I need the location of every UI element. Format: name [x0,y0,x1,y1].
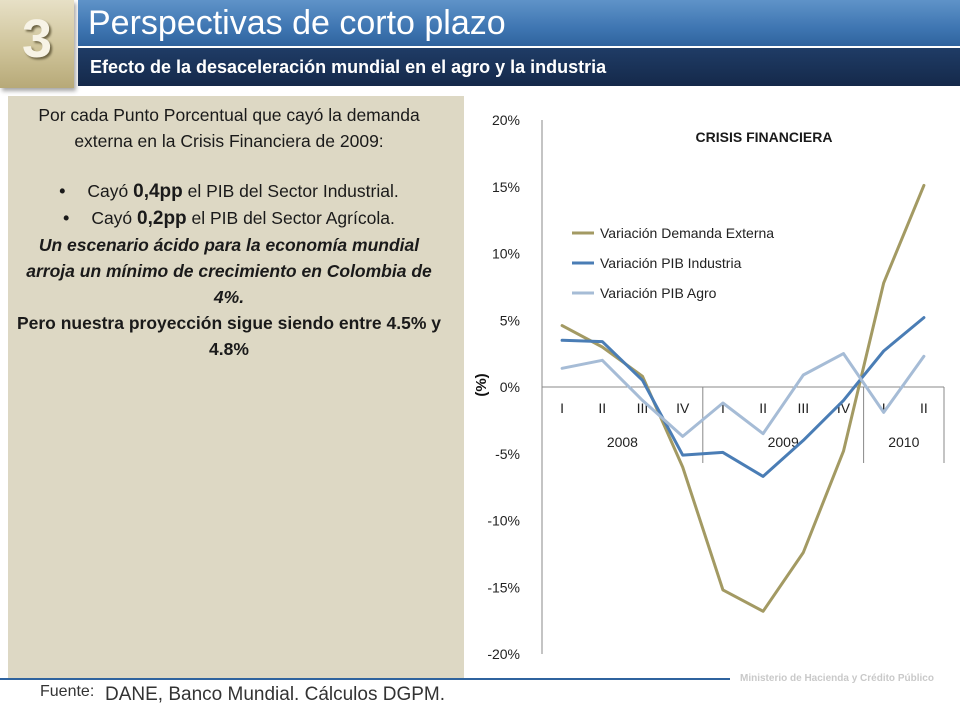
x-category-label: III [797,400,809,416]
source-label: Fuente: [40,683,95,700]
bullet-dot: • [63,208,70,228]
x-category-label: I [721,400,725,416]
text-panel [8,96,464,678]
y-tick-label: -15% [487,579,520,595]
page-subtitle: Efecto de la desaceleración mundial en e… [90,57,607,77]
bullet-value: 0,2pp [137,208,187,229]
x-group-label: 2010 [888,434,919,450]
x-group-label: 2008 [607,434,638,450]
ministry-watermark: Ministerio de Hacienda y Crédito Público [740,673,934,684]
page-title: Perspectivas de corto plazo [88,4,506,42]
source-text: DANE, Banco Mundial. Cálculos DGPM. [105,684,446,705]
subtitle-bar: Efecto de la desaceleración mundial en e… [78,48,960,86]
x-category-label: II [920,400,928,416]
bullet-prefix: Cayó [91,208,138,228]
y-tick-label: -20% [487,646,520,662]
x-category-label: II [759,400,767,416]
bullet-dot: • [59,181,66,201]
bullet-industria: • Cayó 0,4pp el PIB del Sector Industrial… [14,178,444,205]
y-tick-label: -10% [487,513,520,529]
bullet-value: 0,4pp [133,181,183,202]
bullet-suffix: el PIB del Sector Agrícola. [186,208,395,228]
legend-label: Variación PIB Industria [600,255,742,271]
x-category-label: IV [837,400,851,416]
legend-label: Variación Demanda Externa [600,225,774,241]
y-tick-label: 0% [500,379,520,395]
footer-divider [0,678,730,680]
panel-text: Por cada Punto Porcentual que cayó la de… [14,102,444,362]
bullet-agro: • Cayó 0,2pp el PIB del Sector Agrícola. [14,205,444,232]
x-category-label: I [882,400,886,416]
intro-text: Por cada Punto Porcentual que cayó la de… [38,105,420,151]
y-tick-label: 15% [492,179,520,195]
section-number-box: 3 [0,0,74,88]
bullet-prefix: Cayó [87,181,134,201]
series-line [560,183,926,613]
x-category-label: IV [676,400,690,416]
x-category-label: III [637,400,649,416]
y-tick-label: 5% [500,312,520,328]
x-category-label: II [598,400,606,416]
legend-label: Variación PIB Agro [600,285,717,301]
line-chart: -20%-15%-10%-5%0%5%10%15%20%I II III IV I II I… [473,112,945,662]
projection-note: Pero nuestra proyección sigue siendo ent… [16,313,442,359]
series-line [560,352,926,438]
series-line [560,316,926,478]
x-category-label: I [560,400,564,416]
bullet-suffix: el PIB del Sector Industrial. [182,181,399,201]
scenario-note: Un escenario ácido para la economía mund… [26,235,432,307]
chart-annotation: CRISIS FINANCIERA [696,129,833,145]
y-tick-label: -5% [495,446,520,462]
title-bar: Perspectivas de corto plazo [78,0,960,46]
x-group-label: 2009 [768,434,799,450]
y-tick-label: 20% [492,112,520,128]
section-number: 3 [21,9,53,69]
y-axis-label: (%) [473,373,490,396]
y-tick-label: 10% [492,246,520,262]
